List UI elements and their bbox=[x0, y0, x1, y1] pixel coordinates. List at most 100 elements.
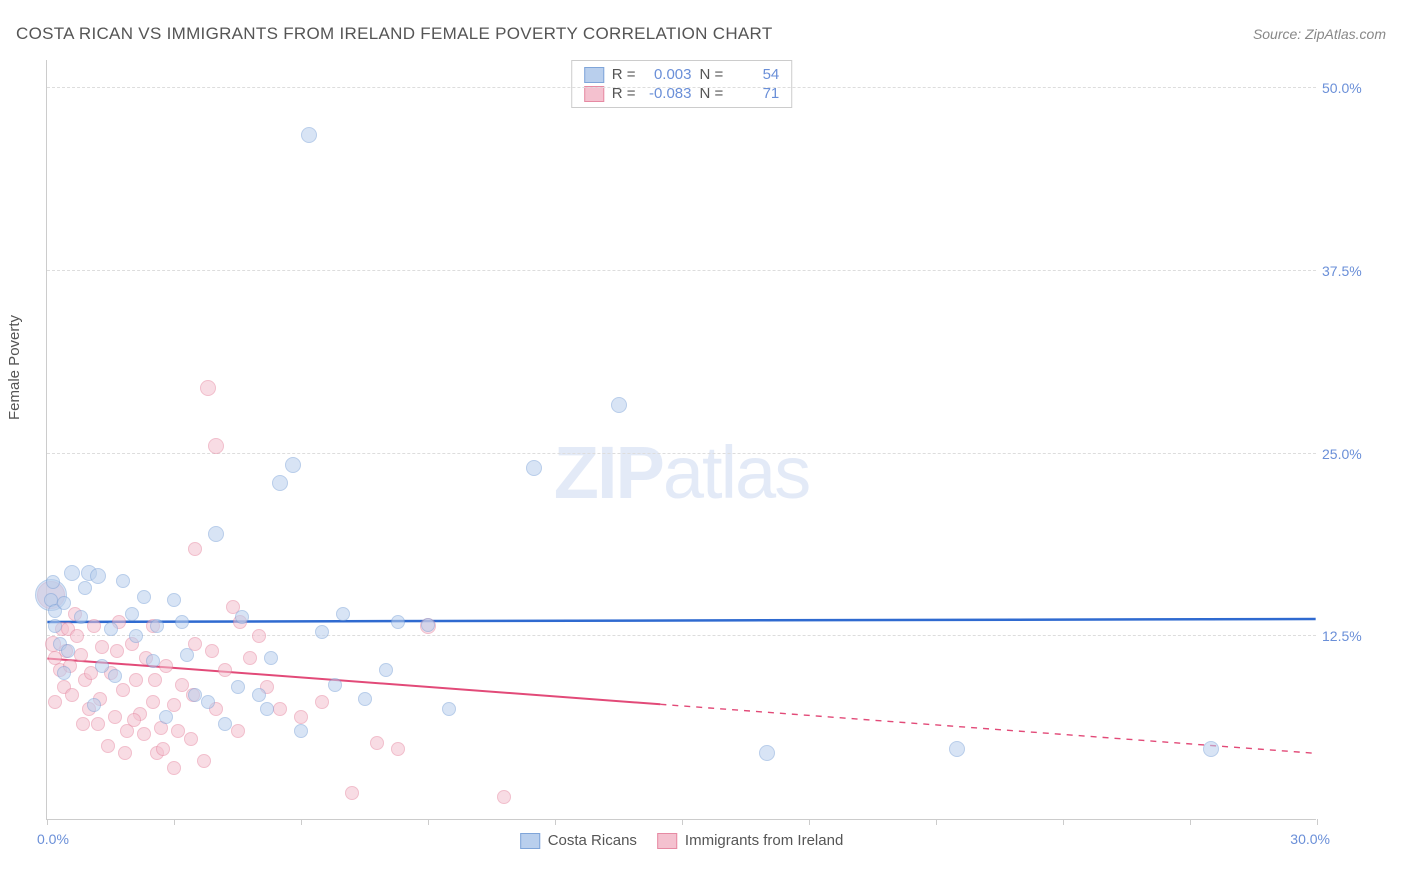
n-label-1: N = bbox=[700, 66, 724, 83]
scatter-point bbox=[129, 673, 143, 687]
scatter-point bbox=[231, 680, 245, 694]
scatter-point bbox=[273, 702, 287, 716]
y-tick-label: 50.0% bbox=[1322, 80, 1376, 96]
scatter-point bbox=[294, 724, 308, 738]
scatter-point bbox=[91, 717, 105, 731]
scatter-point bbox=[137, 590, 151, 604]
gridline-h bbox=[47, 453, 1316, 454]
scatter-point bbox=[57, 666, 71, 680]
x-tick bbox=[555, 819, 556, 825]
scatter-point bbox=[294, 710, 308, 724]
scatter-point bbox=[336, 607, 350, 621]
scatter-point bbox=[108, 710, 122, 724]
scatter-point bbox=[57, 596, 71, 610]
scatter-point bbox=[167, 593, 181, 607]
scatter-point bbox=[188, 542, 202, 556]
scatter-point bbox=[949, 741, 965, 757]
scatter-point bbox=[65, 688, 79, 702]
scatter-point bbox=[116, 683, 130, 697]
y-tick-label: 12.5% bbox=[1322, 628, 1376, 644]
scatter-point bbox=[260, 702, 274, 716]
watermark-zip: ZIP bbox=[554, 431, 663, 514]
scatter-point bbox=[48, 695, 62, 709]
scatter-point bbox=[218, 717, 232, 731]
scatter-point bbox=[146, 695, 160, 709]
scatter-point bbox=[315, 625, 329, 639]
legend-label-1: Costa Ricans bbox=[548, 832, 637, 849]
scatter-point bbox=[442, 702, 456, 716]
scatter-point bbox=[171, 724, 185, 738]
scatter-point bbox=[78, 581, 92, 595]
scatter-point bbox=[116, 574, 130, 588]
scatter-point bbox=[46, 575, 60, 589]
scatter-point bbox=[127, 713, 141, 727]
scatter-point bbox=[167, 761, 181, 775]
scatter-point bbox=[184, 732, 198, 746]
scatter-point bbox=[235, 610, 249, 624]
scatter-point bbox=[125, 607, 139, 621]
gridline-h bbox=[47, 270, 1316, 271]
scatter-point bbox=[272, 475, 288, 491]
scatter-point bbox=[759, 745, 775, 761]
scatter-point bbox=[421, 618, 435, 632]
x-tick bbox=[1190, 819, 1191, 825]
scatter-point bbox=[104, 622, 118, 636]
scatter-point bbox=[201, 695, 215, 709]
y-axis-label: Female Poverty bbox=[6, 315, 23, 420]
x-axis-min-label: 0.0% bbox=[37, 831, 69, 847]
scatter-point bbox=[358, 692, 372, 706]
bottom-legend: Costa Ricans Immigrants from Ireland bbox=[520, 832, 844, 849]
x-tick bbox=[1317, 819, 1318, 825]
scatter-point bbox=[301, 127, 317, 143]
scatter-point bbox=[264, 651, 278, 665]
scatter-point bbox=[315, 695, 329, 709]
swatch-series-1 bbox=[584, 67, 604, 83]
scatter-point bbox=[243, 651, 257, 665]
x-tick bbox=[47, 819, 48, 825]
scatter-point bbox=[497, 790, 511, 804]
scatter-point bbox=[95, 640, 109, 654]
scatter-point bbox=[611, 397, 627, 413]
scatter-point bbox=[70, 629, 84, 643]
r-value-1: 0.003 bbox=[644, 66, 692, 83]
scatter-point bbox=[74, 648, 88, 662]
scatter-point bbox=[159, 710, 173, 724]
scatter-point bbox=[108, 669, 122, 683]
y-tick-label: 25.0% bbox=[1322, 446, 1376, 462]
scatter-point bbox=[74, 610, 88, 624]
y-tick-label: 37.5% bbox=[1322, 263, 1376, 279]
scatter-point bbox=[129, 629, 143, 643]
scatter-point bbox=[328, 678, 342, 692]
x-tick bbox=[936, 819, 937, 825]
chart-container: COSTA RICAN VS IMMIGRANTS FROM IRELAND F… bbox=[0, 0, 1406, 892]
source-attribution: Source: ZipAtlas.com bbox=[1253, 26, 1386, 42]
scatter-point bbox=[1203, 741, 1219, 757]
scatter-point bbox=[252, 629, 266, 643]
scatter-point bbox=[48, 619, 62, 633]
gridline-h bbox=[47, 87, 1316, 88]
scatter-point bbox=[148, 673, 162, 687]
scatter-point bbox=[110, 644, 124, 658]
scatter-point bbox=[526, 460, 542, 476]
legend-swatch-2 bbox=[657, 833, 677, 849]
trendlines-svg bbox=[47, 60, 1316, 819]
x-tick bbox=[174, 819, 175, 825]
scatter-point bbox=[252, 688, 266, 702]
scatter-point bbox=[379, 663, 393, 677]
scatter-point bbox=[87, 619, 101, 633]
x-axis-max-label: 30.0% bbox=[1290, 831, 1330, 847]
watermark-atlas: atlas bbox=[663, 431, 809, 514]
stats-row-1: R = 0.003 N = 54 bbox=[584, 65, 780, 84]
scatter-point bbox=[137, 727, 151, 741]
scatter-point bbox=[285, 457, 301, 473]
scatter-point bbox=[345, 786, 359, 800]
scatter-point bbox=[370, 736, 384, 750]
scatter-point bbox=[391, 742, 405, 756]
scatter-point bbox=[208, 526, 224, 542]
scatter-point bbox=[118, 746, 132, 760]
scatter-point bbox=[95, 659, 109, 673]
gridline-h bbox=[47, 635, 1316, 636]
scatter-point bbox=[90, 568, 106, 584]
scatter-point bbox=[64, 565, 80, 581]
scatter-point bbox=[205, 644, 219, 658]
